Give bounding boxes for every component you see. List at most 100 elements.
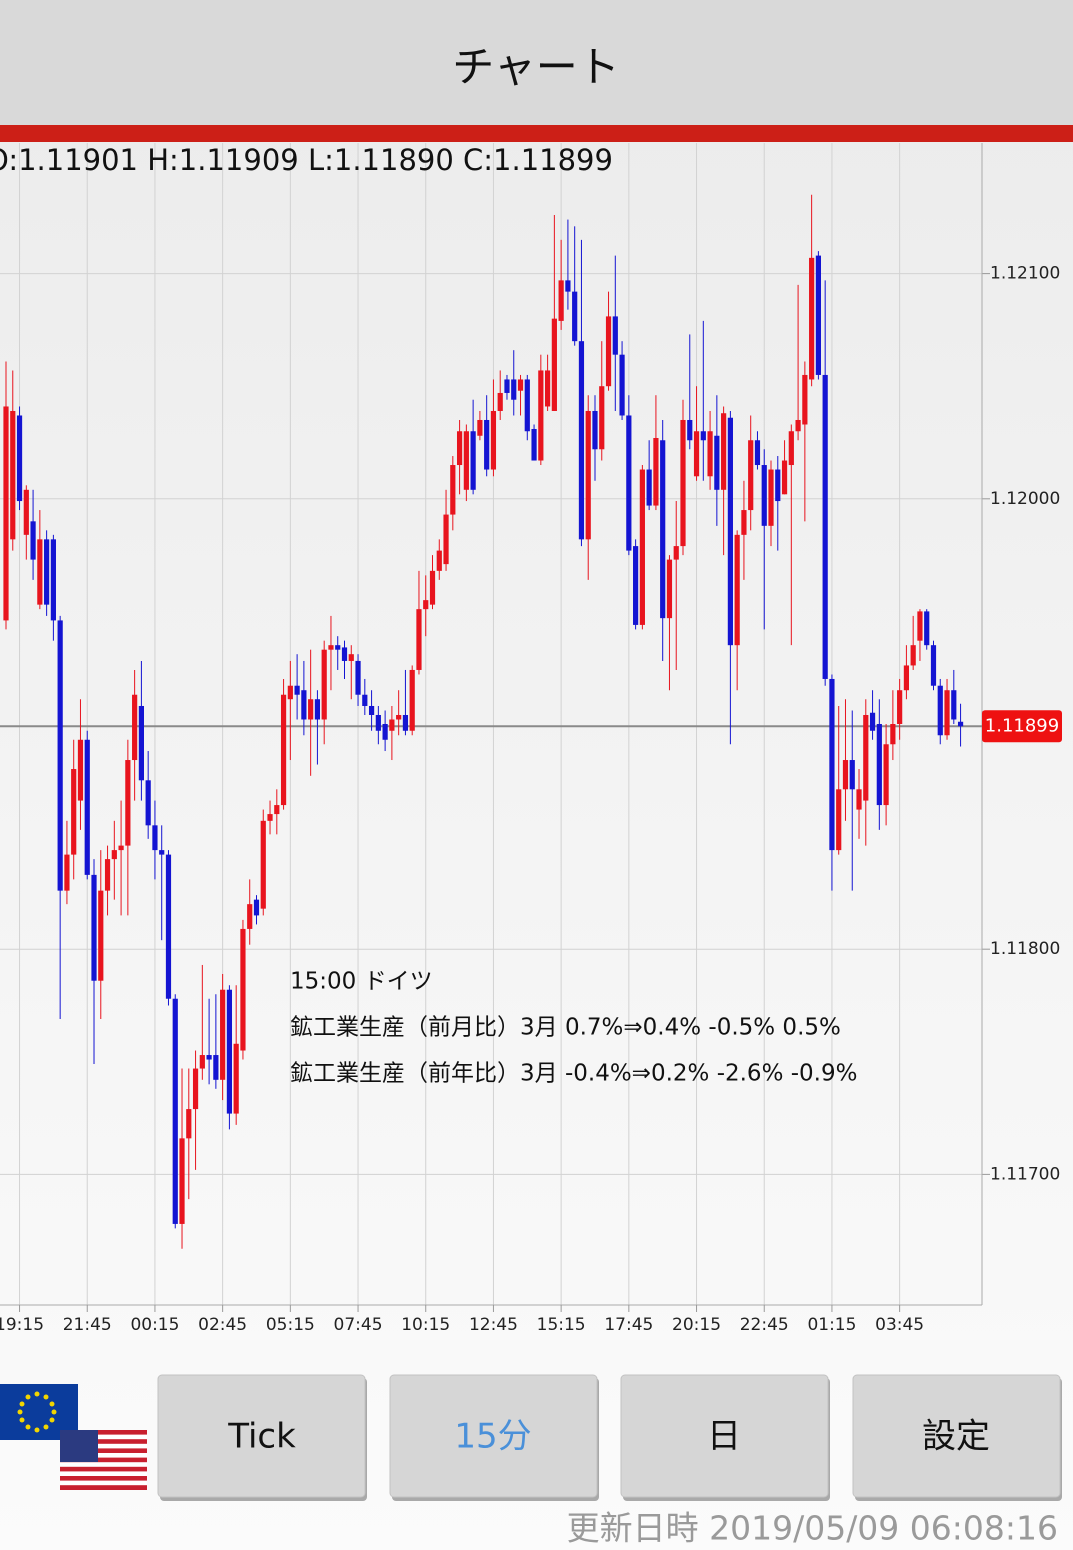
candle-body <box>944 690 950 736</box>
x-tick-label: 20:15 <box>672 1315 721 1335</box>
candle-body <box>883 744 889 806</box>
candle-body <box>145 780 151 826</box>
y-tick-label: 1.11800 <box>990 939 1060 959</box>
candle-body <box>809 257 815 380</box>
x-tick-label: 15:15 <box>537 1315 586 1335</box>
candle-body <box>179 1138 185 1224</box>
candle-body <box>531 428 537 461</box>
x-tick-label: 07:45 <box>334 1315 383 1335</box>
candle-body <box>795 419 801 432</box>
candle-body <box>538 370 544 461</box>
candle-body <box>30 521 36 560</box>
eu-stars <box>17 1391 57 1433</box>
button[interactable]: 15分 <box>389 1374 599 1501</box>
button[interactable]: 日 <box>620 1374 830 1501</box>
candle-body <box>199 1055 205 1069</box>
candle-body <box>477 419 483 436</box>
candle-body <box>727 417 733 646</box>
candle-body <box>260 820 266 909</box>
candle-body <box>897 690 903 724</box>
candle-body <box>16 415 23 502</box>
candle-body <box>646 469 652 506</box>
candle-body <box>626 415 632 551</box>
candle-body <box>98 890 104 981</box>
candle-body <box>842 760 849 790</box>
candle-body <box>416 609 422 670</box>
candle-body <box>429 570 436 605</box>
last-price-box <box>982 710 1062 743</box>
button[interactable]: 設定 <box>852 1374 1062 1501</box>
candle-body <box>402 714 409 731</box>
y-tick-label: 1.12100 <box>990 264 1060 284</box>
candle-body <box>71 769 77 855</box>
candle-body <box>585 410 591 540</box>
candle-body <box>450 465 456 515</box>
candle-body <box>937 685 943 736</box>
candle-body <box>930 645 937 686</box>
button-label: 日 <box>707 1417 741 1457</box>
y-tick-label: 1.11700 <box>990 1164 1060 1184</box>
candle-body <box>802 374 808 425</box>
candle-body <box>10 410 16 540</box>
candle-body <box>206 1055 212 1060</box>
candle-body <box>341 647 348 661</box>
candle-body <box>423 600 429 610</box>
candle-body <box>294 685 300 695</box>
candle-body <box>23 489 29 535</box>
candle-body <box>687 419 693 441</box>
candle-body <box>456 431 463 466</box>
button-label: Tick <box>227 1417 296 1457</box>
candle-body <box>233 1043 239 1114</box>
candle-body <box>159 850 165 855</box>
candle-body <box>50 539 56 621</box>
candle-body <box>490 410 497 470</box>
candle-body <box>822 374 828 679</box>
x-tick-label: 03:45 <box>875 1315 924 1335</box>
last-price-marker: 1.11899 <box>982 710 1062 743</box>
candle-body <box>551 318 557 411</box>
candle-body <box>409 669 415 731</box>
candle-body <box>368 705 375 715</box>
candle-body <box>314 699 321 720</box>
candle-body <box>890 724 896 745</box>
annotation: 鉱工業生産（前月比）3月 0.7%⇒0.4% -0.5% 0.5% <box>290 1015 841 1041</box>
candle-body <box>192 1068 199 1110</box>
candle-body <box>226 989 233 1114</box>
candle-body <box>382 724 388 740</box>
candle-body <box>213 1055 219 1080</box>
candle-body <box>77 739 84 801</box>
x-tick-label: 22:45 <box>740 1315 789 1335</box>
candle-body <box>761 465 767 526</box>
candle-body <box>714 435 720 490</box>
candle-body <box>287 685 293 700</box>
candle-body <box>849 760 855 790</box>
candle-body <box>511 379 517 400</box>
candle-body <box>951 690 957 720</box>
candle-body <box>335 645 341 650</box>
candle-body <box>592 410 598 450</box>
candle-body <box>869 712 876 731</box>
candle-body <box>741 510 747 535</box>
candle-body <box>375 714 381 731</box>
header-title: チャート <box>452 43 620 92</box>
candle-body <box>355 660 361 695</box>
y-tick-label: 1.12000 <box>990 489 1060 509</box>
update-time: 更新日時 2019/05/09 06:08:16 <box>567 1509 1058 1548</box>
candle-body <box>443 514 449 565</box>
candle-body <box>484 419 490 470</box>
last-price-label: 1.11899 <box>985 715 1059 736</box>
button-label: 設定 <box>922 1417 990 1457</box>
candle-body <box>856 789 862 810</box>
candle-body <box>186 1109 192 1139</box>
candle-body <box>172 998 178 1224</box>
candle-body <box>748 440 754 511</box>
candle-body <box>396 714 402 720</box>
button[interactable]: Tick <box>157 1374 367 1501</box>
candle-body <box>815 255 821 375</box>
candle-body <box>274 805 280 815</box>
candle-body <box>653 438 659 506</box>
candle-body <box>328 645 334 650</box>
candle-body <box>497 392 503 411</box>
